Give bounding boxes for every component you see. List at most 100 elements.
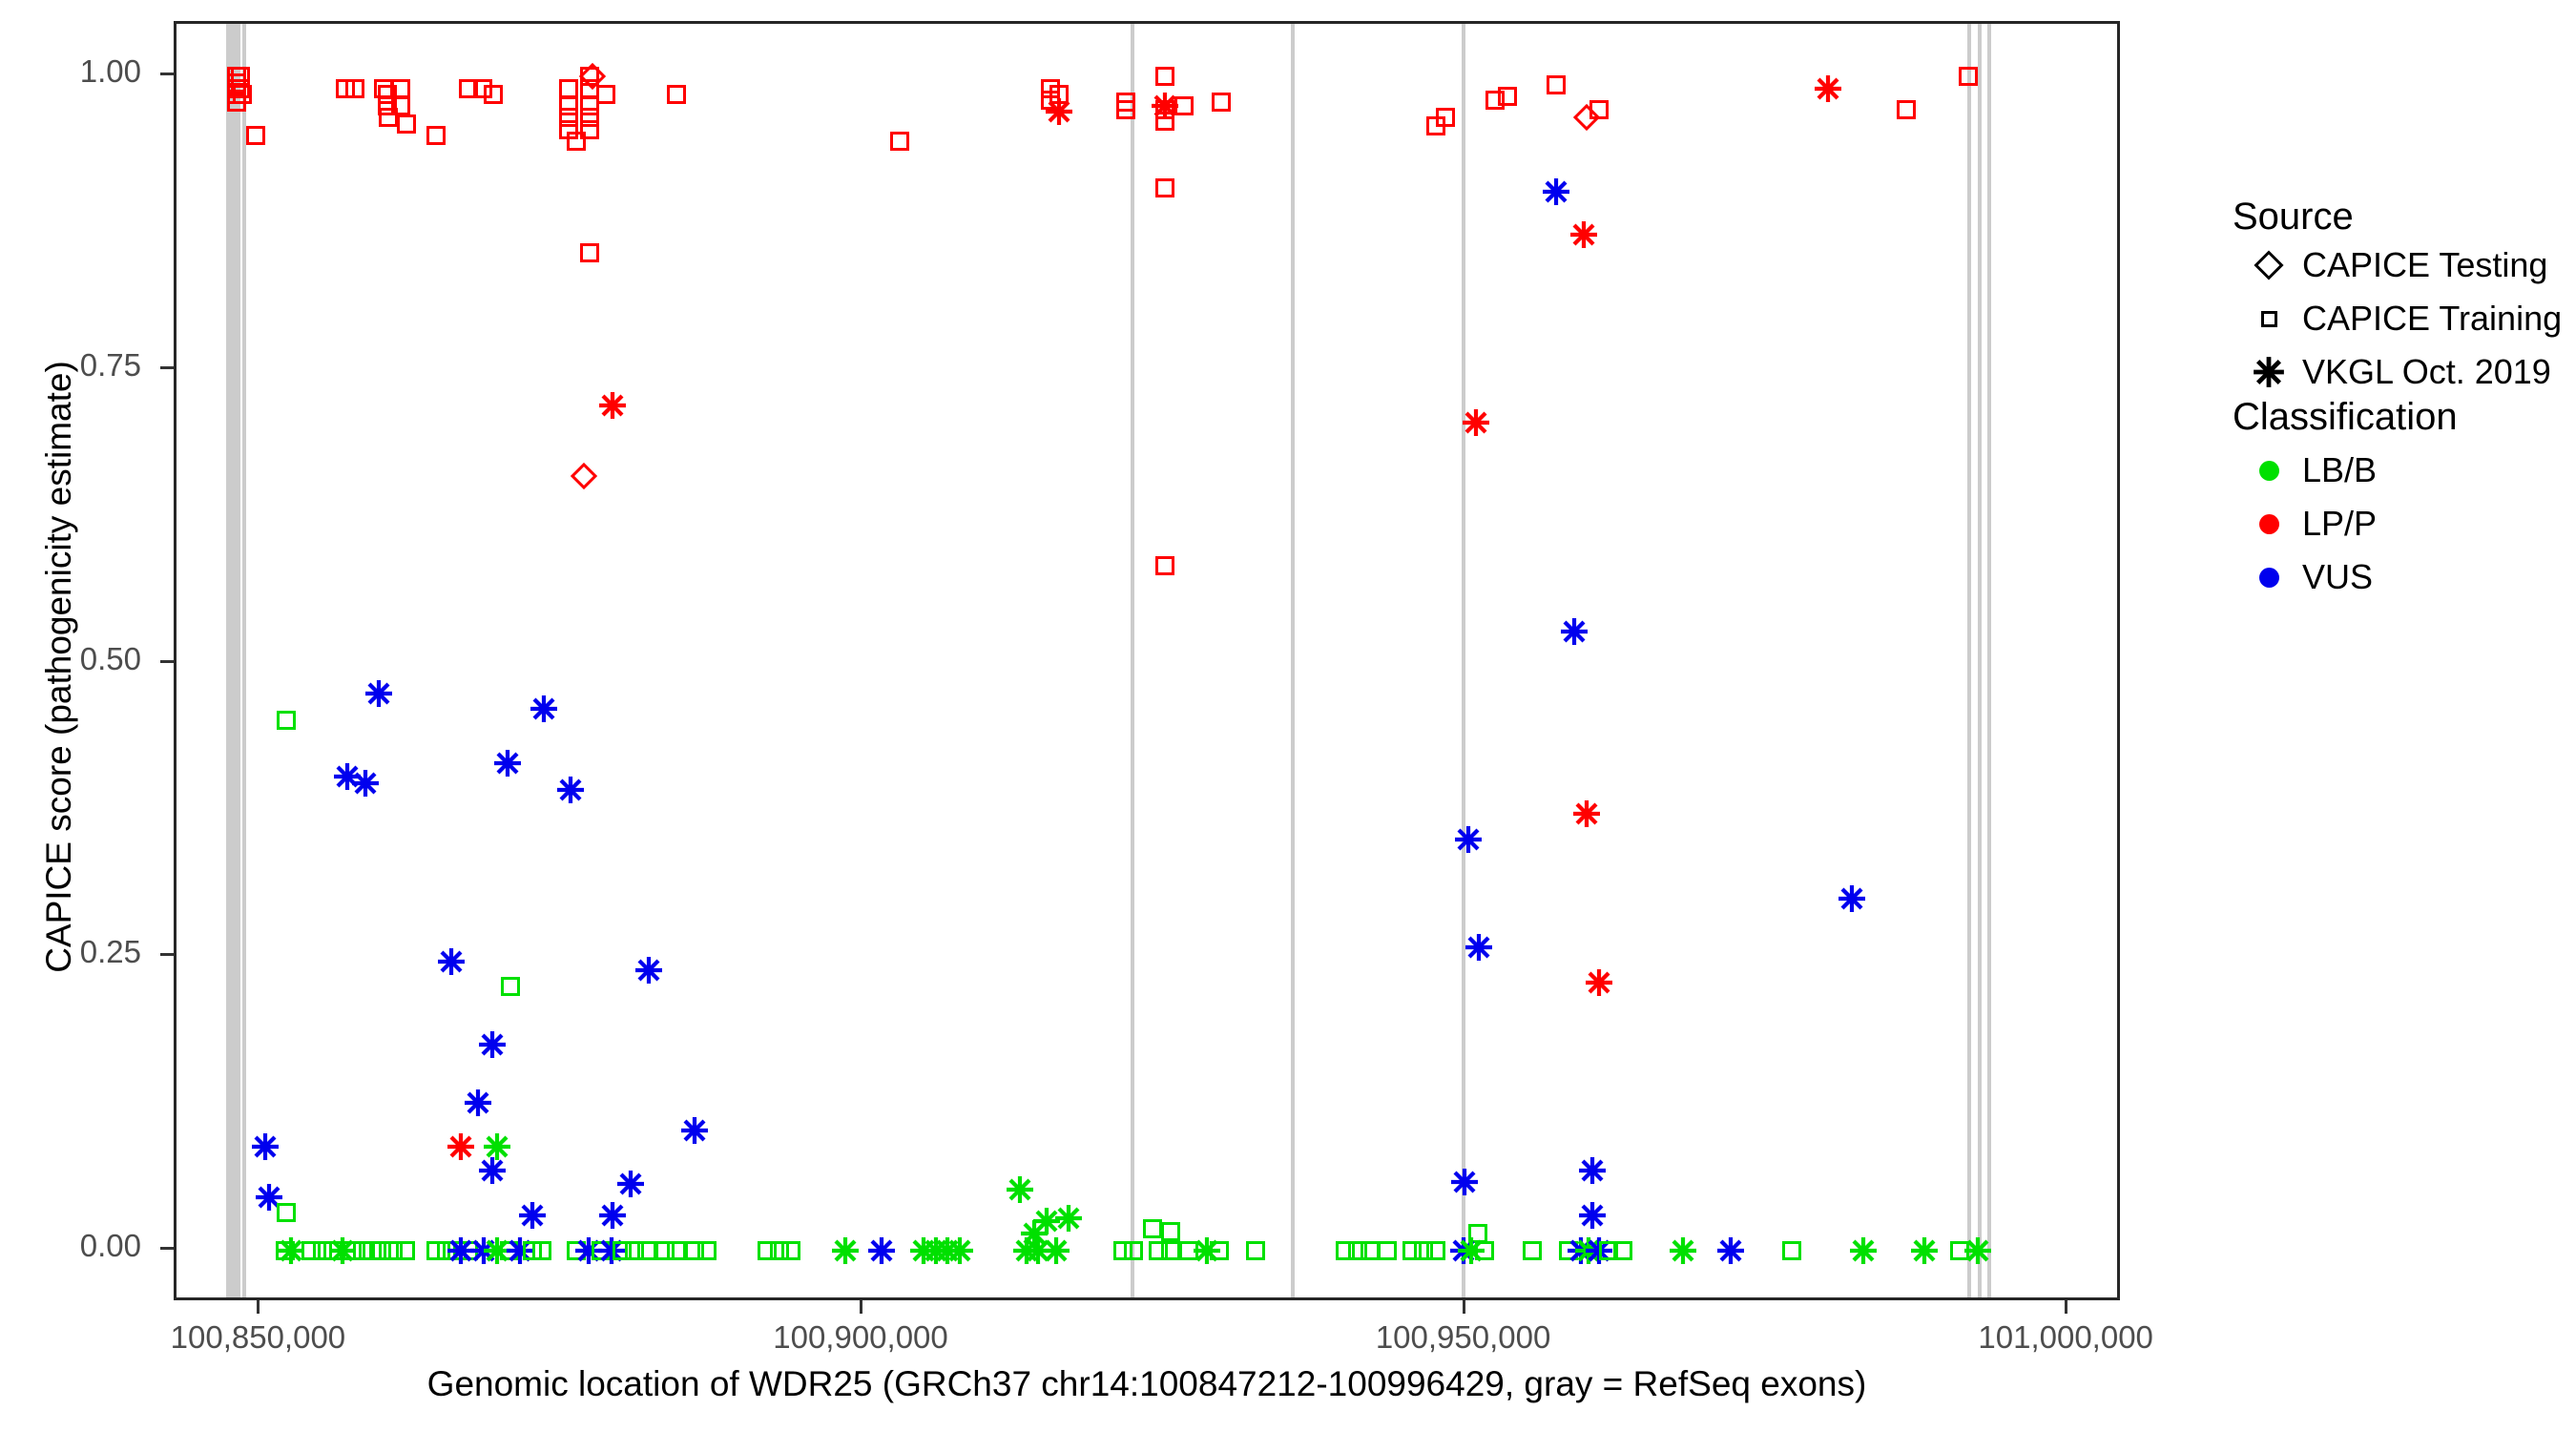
data-point xyxy=(1212,93,1232,113)
data-point xyxy=(328,1236,357,1265)
y-tick-mark xyxy=(160,365,174,369)
data-point xyxy=(1378,1240,1398,1260)
data-point xyxy=(1572,104,1601,132)
data-point xyxy=(1042,1236,1070,1265)
data-point xyxy=(1468,1224,1488,1244)
data-point xyxy=(1045,97,1073,126)
data-point xyxy=(1436,108,1456,128)
data-point xyxy=(1154,99,1174,119)
legend-item-label: LB/B xyxy=(2302,450,2378,489)
y-tick-mark xyxy=(160,1246,174,1250)
data-point xyxy=(1245,1240,1265,1260)
data-point xyxy=(1612,1240,1632,1260)
data-point xyxy=(696,1240,717,1260)
data-point xyxy=(1112,1240,1132,1260)
data-point xyxy=(1457,1236,1485,1265)
data-point xyxy=(426,125,446,145)
data-point xyxy=(1896,99,1916,119)
data-point xyxy=(483,1132,511,1161)
data-point xyxy=(597,1236,626,1265)
data-point xyxy=(578,63,606,91)
data-point xyxy=(447,1240,467,1260)
data-point xyxy=(493,749,522,778)
data-point xyxy=(867,1236,896,1265)
y-tick-label: 1.00 xyxy=(79,53,141,90)
data-point xyxy=(595,84,615,104)
data-point xyxy=(1497,87,1517,107)
legend-title-classification: Classification xyxy=(2233,396,2458,438)
exon-band xyxy=(1462,24,1466,1297)
data-point xyxy=(1179,1240,1199,1260)
data-point xyxy=(558,96,578,116)
data-point xyxy=(531,1240,551,1260)
data-point xyxy=(1547,74,1567,94)
legend-item-label: VUS xyxy=(2302,557,2374,596)
exon-band xyxy=(1291,24,1296,1297)
data-point xyxy=(1154,67,1174,87)
data-point xyxy=(397,114,417,134)
data-point xyxy=(567,132,587,152)
data-point xyxy=(364,679,393,708)
data-point xyxy=(335,78,355,98)
data-point xyxy=(333,762,362,791)
data-point xyxy=(1474,1240,1494,1260)
legend-item-label: CAPICE Training xyxy=(2302,299,2563,338)
data-point xyxy=(1151,92,1179,120)
data-point xyxy=(558,108,578,128)
exon-band xyxy=(1967,24,1972,1297)
data-point xyxy=(378,96,398,116)
legend-item-label: VKGL Oct. 2019 xyxy=(2302,352,2551,391)
data-point xyxy=(396,1240,415,1260)
data-point xyxy=(556,776,585,804)
asterisk-icon xyxy=(2247,350,2291,394)
data-point xyxy=(458,78,478,98)
data-point xyxy=(654,1240,675,1260)
exon-band xyxy=(1130,24,1134,1297)
data-point xyxy=(1054,1204,1083,1233)
data-point xyxy=(1154,112,1174,132)
data-point xyxy=(889,132,909,152)
color-dot-icon xyxy=(2247,448,2291,492)
y-tick-label: 0.25 xyxy=(79,934,141,970)
data-point xyxy=(636,1240,656,1260)
exon-band xyxy=(226,24,240,1297)
data-point xyxy=(522,1240,542,1260)
data-point xyxy=(685,1240,705,1260)
data-point xyxy=(1578,1156,1607,1185)
data-point xyxy=(484,84,504,104)
data-point xyxy=(1669,1236,1697,1265)
data-point xyxy=(909,1236,938,1265)
data-point xyxy=(255,1183,283,1212)
data-point xyxy=(371,1240,391,1260)
data-point xyxy=(1454,825,1483,854)
data-point xyxy=(574,1236,603,1265)
exon-band xyxy=(1986,24,1991,1297)
data-point xyxy=(343,1240,363,1260)
data-point xyxy=(1360,1240,1380,1260)
data-point xyxy=(1143,1219,1163,1239)
data-point xyxy=(598,1201,627,1230)
data-point xyxy=(1849,1236,1878,1265)
data-point xyxy=(1154,178,1174,198)
data-point xyxy=(570,462,598,489)
data-point xyxy=(251,1132,280,1161)
data-point xyxy=(1598,1240,1618,1260)
exon-band xyxy=(241,24,246,1297)
data-point xyxy=(580,108,600,128)
diamond-icon xyxy=(2247,243,2291,287)
data-point xyxy=(469,1236,498,1265)
x-tick-mark xyxy=(257,1300,260,1314)
data-point xyxy=(276,1203,296,1223)
y-tick-mark xyxy=(160,953,174,957)
x-tick-label: 100,850,000 xyxy=(170,1319,346,1355)
data-point xyxy=(374,78,394,98)
data-point xyxy=(390,78,410,98)
data-point xyxy=(1161,1221,1181,1241)
data-point xyxy=(426,1240,446,1260)
data-point xyxy=(1589,99,1609,119)
data-point xyxy=(1193,1236,1221,1265)
data-point xyxy=(757,1240,777,1260)
data-point xyxy=(922,1236,950,1265)
y-axis-title: CAPICE score (pathogenicity estimate) xyxy=(39,361,78,973)
